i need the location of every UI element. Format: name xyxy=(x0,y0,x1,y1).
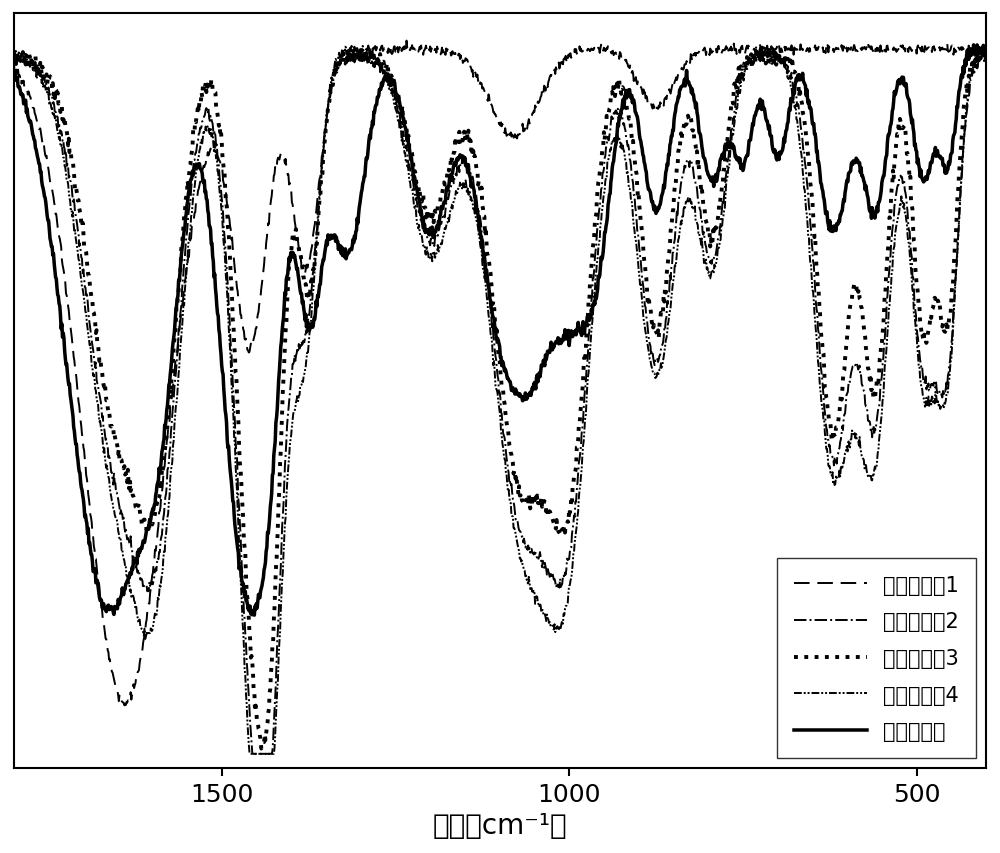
常规生物炭 xyxy=(968,41,980,51)
富磷生物炭2 xyxy=(980,50,992,61)
富磷生物炭4 xyxy=(458,180,470,190)
富磷生物炭1 xyxy=(980,45,992,55)
富磷生物炭3 xyxy=(798,113,810,123)
富磷生物炭4 xyxy=(243,747,255,757)
常规生物炭 xyxy=(8,70,20,80)
富磷生物炭4 xyxy=(967,65,979,75)
常规生物炭 xyxy=(344,246,356,256)
富磷生物炭4 xyxy=(798,184,810,194)
常规生物炭 xyxy=(980,45,992,55)
富磷生物炭1 xyxy=(967,44,979,55)
富磷生物炭3 xyxy=(755,44,767,55)
常规生物炭 xyxy=(966,49,978,59)
富磷生物炭4 xyxy=(244,749,256,759)
富磷生物炭1 xyxy=(458,57,470,67)
常规生物炭 xyxy=(248,610,260,620)
富磷生物炭2 xyxy=(243,705,255,715)
富磷生物炭3 xyxy=(519,493,531,503)
常规生物炭 xyxy=(458,153,470,163)
Line: 常规生物炭: 常规生物炭 xyxy=(14,46,986,615)
Line: 富磷生物炭2: 富磷生物炭2 xyxy=(14,51,986,754)
富磷生物炭3 xyxy=(255,744,267,754)
富磷生物炭2 xyxy=(967,65,979,75)
富磷生物炭4 xyxy=(519,572,531,582)
富磷生物炭2 xyxy=(458,160,470,171)
富磷生物炭3 xyxy=(8,46,20,56)
Line: 富磷生物炭4: 富磷生物炭4 xyxy=(14,47,986,754)
富磷生物炭4 xyxy=(344,46,356,56)
富磷生物炭2 xyxy=(519,537,531,548)
富磷生物炭3 xyxy=(967,63,979,73)
富磷生物炭1 xyxy=(8,61,20,71)
富磷生物炭3 xyxy=(458,130,470,140)
富磷生物炭1 xyxy=(519,122,531,132)
富磷生物炭2 xyxy=(798,146,810,156)
富磷生物炭1 xyxy=(244,344,256,354)
富磷生物炭3 xyxy=(243,628,255,638)
X-axis label: 波数（cm⁻¹）: 波数（cm⁻¹） xyxy=(433,811,567,839)
富磷生物炭1 xyxy=(118,700,130,711)
Line: 富磷生物炭3: 富磷生物炭3 xyxy=(14,49,986,749)
富磷生物炭4 xyxy=(980,43,992,53)
富磷生物炭2 xyxy=(247,749,259,759)
富磷生物炭4 xyxy=(8,48,20,58)
富磷生物炭2 xyxy=(344,49,356,59)
Line: 富磷生物炭1: 富磷生物炭1 xyxy=(14,42,986,705)
常规生物炭 xyxy=(243,606,255,617)
常规生物炭 xyxy=(519,395,531,405)
富磷生物炭4 xyxy=(346,42,358,52)
富磷生物炭1 xyxy=(798,44,810,55)
富磷生物炭1 xyxy=(401,37,413,47)
富磷生物炭3 xyxy=(344,50,356,61)
富磷生物炭1 xyxy=(344,45,356,55)
富磷生物炭2 xyxy=(8,55,20,66)
Legend: 富磷生物炭1, 富磷生物炭2, 富磷生物炭3, 富磷生物炭4, 常规生物炭: 富磷生物炭1, 富磷生物炭2, 富磷生物炭3, 富磷生物炭4, 常规生物炭 xyxy=(777,559,976,758)
富磷生物炭3 xyxy=(980,54,992,64)
常规生物炭 xyxy=(797,77,809,87)
富磷生物炭2 xyxy=(756,46,768,56)
